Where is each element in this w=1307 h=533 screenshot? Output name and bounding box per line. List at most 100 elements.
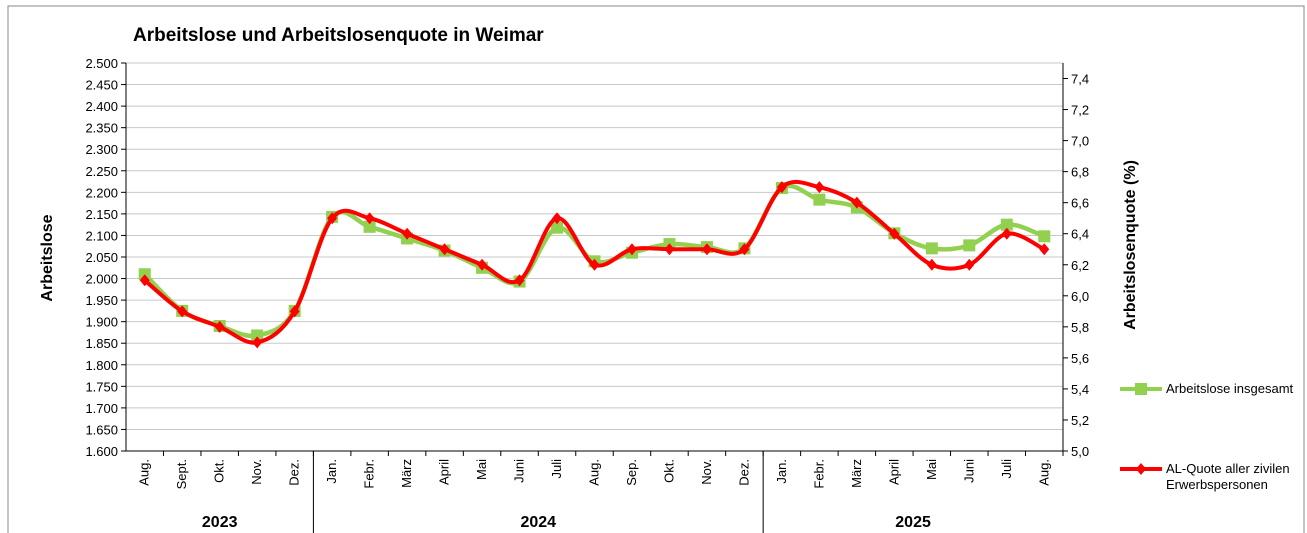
- x-tick-label: Febr.: [811, 459, 826, 489]
- y2-tick-label: 5,6: [1071, 351, 1089, 366]
- y-tick-label: 1.600: [85, 444, 118, 459]
- data-point: [552, 212, 563, 225]
- data-point: [925, 242, 938, 255]
- x-tick-label: Okt.: [212, 459, 227, 483]
- y-tick-label: 2.400: [85, 99, 118, 114]
- data-point: [739, 243, 750, 256]
- y-tick-label: 2.100: [85, 228, 118, 243]
- data-point: [251, 329, 264, 342]
- y-tick-label: 1.700: [85, 401, 118, 416]
- y-tick-label: 2.300: [85, 142, 118, 157]
- data-point: [926, 258, 937, 271]
- data-point: [1038, 230, 1051, 243]
- data-point: [589, 258, 600, 271]
- data-point: [138, 268, 151, 281]
- y-tick-label: 1.900: [85, 315, 118, 330]
- data-point: [439, 243, 450, 256]
- x-tick-label: Jan.: [324, 459, 339, 484]
- y2-tick-label: 7,4: [1071, 72, 1089, 87]
- data-point: [327, 212, 338, 225]
- legend-marker: [1136, 463, 1146, 475]
- y2-axis-label: Arbeitslosenquote (%): [1122, 160, 1139, 330]
- y2-tick-label: 5,8: [1071, 320, 1089, 335]
- x-tick-label: Aug.: [137, 459, 152, 486]
- x-tick-label: Jan.: [774, 459, 789, 484]
- x-tick-label: Sept.: [174, 459, 189, 489]
- data-point: [1039, 243, 1050, 256]
- data-point: [701, 243, 712, 256]
- y-tick-label: 1.650: [85, 422, 118, 437]
- data-point: [813, 193, 826, 206]
- data-point: [1000, 218, 1013, 231]
- data-point: [514, 274, 525, 287]
- y-tick-label: 1.750: [85, 379, 118, 394]
- x-tick-label: Dez.: [736, 459, 751, 486]
- group-label: 2025: [895, 514, 931, 531]
- x-tick-label: April: [886, 459, 901, 485]
- data-point: [402, 227, 413, 240]
- legend-marker: [1135, 383, 1147, 395]
- group-label: 2023: [202, 514, 238, 531]
- x-tick-label: Juli: [999, 459, 1014, 479]
- y2-tick-label: 5,0: [1071, 444, 1089, 459]
- y-tick-label: 2.350: [85, 121, 118, 136]
- legend-entry: Arbeitslose insgesamt: [1166, 381, 1294, 396]
- x-tick-label: Mai: [474, 459, 489, 480]
- y2-tick-label: 7,0: [1071, 134, 1089, 149]
- y2-tick-label: 6,4: [1071, 227, 1089, 242]
- y-tick-label: 2.250: [85, 164, 118, 179]
- y-tick-label: 2.150: [85, 207, 118, 222]
- data-point: [363, 220, 376, 233]
- chart-title: Arbeitslose und Arbeitslosenquote in Wei…: [133, 25, 544, 46]
- y2-tick-label: 6,8: [1071, 165, 1089, 180]
- x-tick-label: Okt.: [661, 459, 676, 483]
- x-tick-label: Juli: [549, 459, 564, 479]
- x-tick-label: Aug.: [587, 459, 602, 486]
- y-axis-label: Arbeitslose: [39, 214, 56, 301]
- x-tick-label: Febr.: [362, 459, 377, 489]
- data-point: [776, 181, 787, 194]
- y2-tick-label: 6,6: [1071, 196, 1089, 211]
- group-label: 2024: [520, 514, 556, 531]
- y-tick-label: 2.200: [85, 185, 118, 200]
- y-tick-label: 2.050: [85, 250, 118, 265]
- data-point: [814, 181, 825, 194]
- y2-tick-label: 7,2: [1071, 103, 1089, 118]
- y-tick-label: 1.950: [85, 293, 118, 308]
- data-point: [477, 258, 488, 271]
- x-tick-label: Nov.: [249, 459, 264, 485]
- x-tick-label: März: [399, 459, 414, 488]
- legend-entry: AL-Quote aller zivilen Erwerbspersonen: [1166, 461, 1290, 492]
- y2-tick-label: 6,0: [1071, 289, 1089, 304]
- x-tick-label: Dez.: [287, 459, 302, 486]
- data-point: [139, 274, 150, 287]
- x-tick-label: Juni: [512, 459, 527, 483]
- data-point: [177, 305, 188, 318]
- data-point: [364, 212, 375, 225]
- data-point: [664, 243, 675, 256]
- x-tick-label: Mai: [924, 459, 939, 480]
- y2-tick-label: 5,4: [1071, 382, 1089, 397]
- y-tick-label: 2.500: [85, 56, 118, 71]
- data-point: [963, 239, 976, 252]
- data-point: [851, 196, 862, 209]
- data-point: [626, 243, 637, 256]
- chart-border: [7, 5, 1305, 533]
- data-point: [551, 221, 564, 234]
- data-point: [964, 258, 975, 271]
- x-tick-label: Aug.: [1036, 459, 1051, 486]
- y-tick-label: 1.800: [85, 358, 118, 373]
- data-point: [1001, 227, 1012, 240]
- x-tick-label: März: [849, 459, 864, 488]
- y2-tick-label: 6,2: [1071, 258, 1089, 273]
- data-point: [889, 227, 900, 240]
- y2-tick-label: 5,2: [1071, 413, 1089, 428]
- y-tick-label: 1.850: [85, 336, 118, 351]
- x-tick-label: Juni: [961, 459, 976, 483]
- x-tick-label: Sep.: [624, 459, 639, 486]
- data-point: [214, 320, 225, 333]
- x-tick-label: Nov.: [699, 459, 714, 485]
- data-point: [252, 336, 263, 349]
